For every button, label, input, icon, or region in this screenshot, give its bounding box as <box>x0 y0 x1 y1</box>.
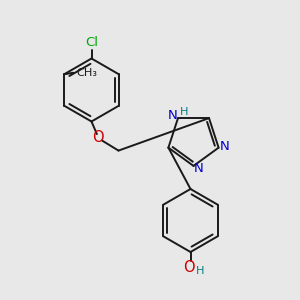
Text: N: N <box>194 162 204 176</box>
Text: O: O <box>183 260 195 275</box>
Text: CH₃: CH₃ <box>76 68 97 78</box>
Text: N: N <box>168 109 178 122</box>
Text: O: O <box>93 130 104 145</box>
Text: Cl: Cl <box>85 36 98 49</box>
Text: H: H <box>196 266 204 276</box>
Text: H: H <box>180 106 189 116</box>
Text: N: N <box>220 140 230 153</box>
